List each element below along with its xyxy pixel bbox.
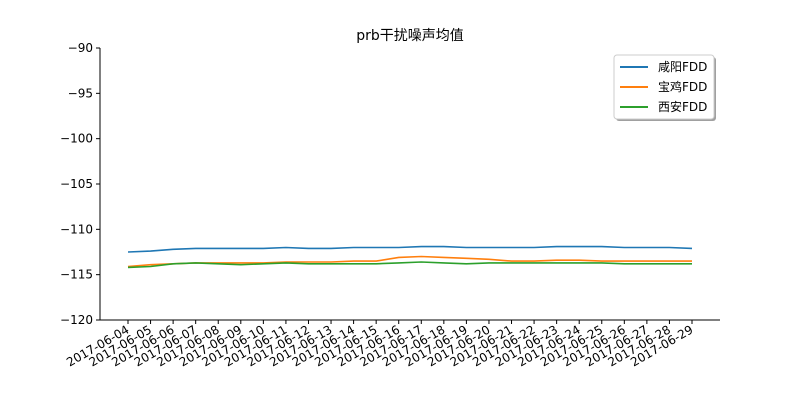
y-tick-label: −110: [60, 222, 93, 236]
series-line-2: [127, 255, 692, 268]
y-tick-label: −95: [68, 86, 93, 100]
chart-title: prb干扰噪声均值: [356, 28, 464, 44]
legend: 咸阳FDD 宝鸡FDD 西安FDD: [613, 54, 716, 121]
y-tick-label: −120: [60, 313, 93, 327]
series-layer: [127, 245, 693, 269]
legend-label-1: 咸阳FDD: [658, 60, 707, 74]
series-line-1: [127, 245, 693, 253]
y-tick-label: −90: [68, 41, 93, 55]
legend-label-2: 宝鸡FDD: [658, 79, 707, 94]
y-tick-label: −105: [60, 177, 93, 191]
series-line-3: [127, 261, 692, 269]
legend-label-3: 西安FDD: [658, 99, 707, 114]
y-tick-label: −115: [60, 268, 93, 282]
legend-box: [613, 54, 715, 120]
y-tick-label: −100: [60, 132, 93, 146]
